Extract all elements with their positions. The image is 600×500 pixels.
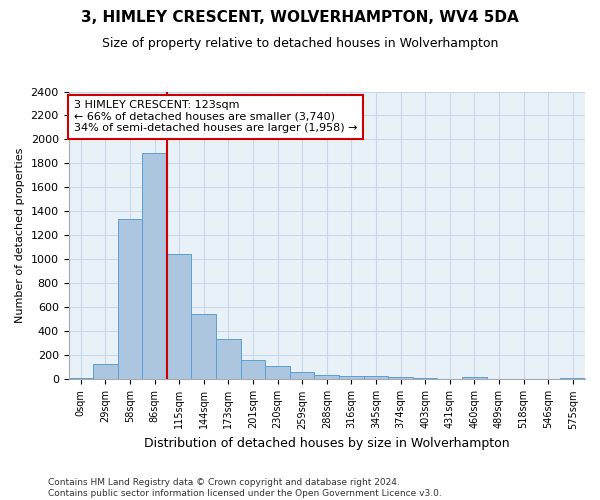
Bar [314,374,339,380]
Bar [364,376,388,380]
Bar [265,366,290,380]
Bar [241,360,265,380]
Bar [290,372,314,380]
Text: 3, HIMLEY CRESCENT, WOLVERHAMPTON, WV4 5DA: 3, HIMLEY CRESCENT, WOLVERHAMPTON, WV4 5… [81,10,519,25]
Text: Contains HM Land Registry data © Crown copyright and database right 2024.
Contai: Contains HM Land Registry data © Crown c… [48,478,442,498]
Bar [462,377,487,380]
Bar [339,376,364,380]
Bar [93,364,118,380]
Text: Size of property relative to detached houses in Wolverhampton: Size of property relative to detached ho… [102,38,498,51]
Text: 3 HIMLEY CRESCENT: 123sqm
← 66% of detached houses are smaller (3,740)
34% of se: 3 HIMLEY CRESCENT: 123sqm ← 66% of detac… [74,100,357,134]
Bar [68,378,93,380]
Y-axis label: Number of detached properties: Number of detached properties [15,148,25,323]
Bar [118,218,142,380]
Bar [191,314,216,380]
Bar [142,152,167,380]
Bar [167,254,191,380]
Bar [413,378,437,380]
Bar [388,378,413,380]
Bar [560,378,585,380]
Bar [216,339,241,380]
X-axis label: Distribution of detached houses by size in Wolverhampton: Distribution of detached houses by size … [144,437,509,450]
